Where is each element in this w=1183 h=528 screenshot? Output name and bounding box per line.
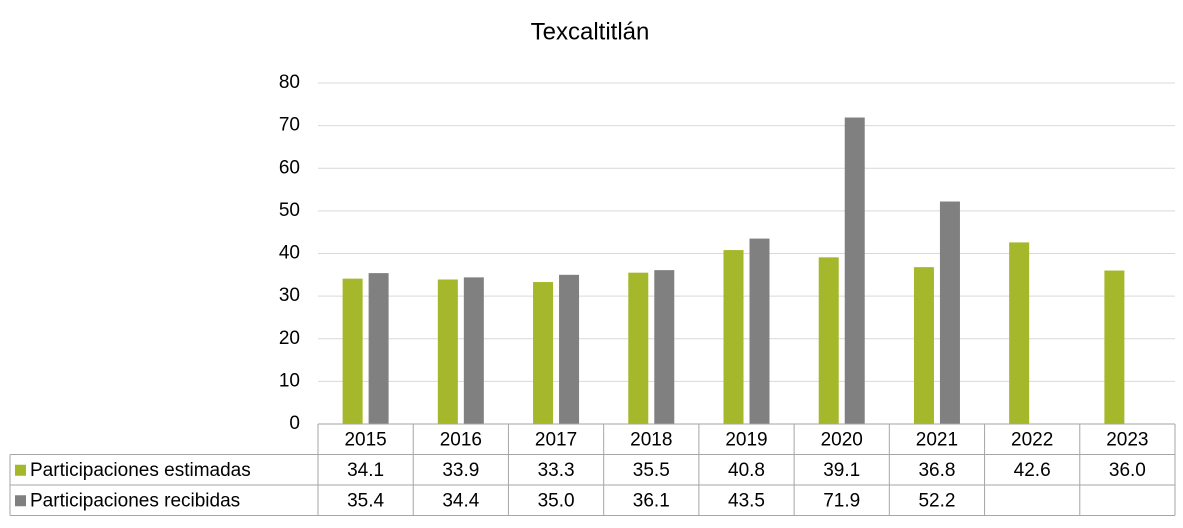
bar	[939, 201, 960, 424]
x-tick-label: 2021	[916, 429, 958, 450]
y-tick-label: 20	[279, 328, 300, 349]
bar	[342, 278, 363, 424]
legend-swatch	[15, 464, 26, 476]
data-table-value: 71.9	[823, 490, 860, 511]
chart-title: Texcaltitlán	[531, 18, 650, 45]
data-table-value: 34.4	[442, 490, 479, 511]
x-tick-label: 2016	[440, 429, 482, 450]
y-tick-label: 70	[279, 115, 300, 136]
data-table-value: 34.1	[347, 460, 384, 481]
bar	[1104, 270, 1125, 424]
bar	[368, 273, 389, 424]
data-table-value: 33.9	[442, 460, 479, 481]
bar	[913, 267, 934, 424]
y-tick-label: 60	[279, 157, 300, 178]
data-table-value: 35.0	[538, 490, 575, 511]
y-tick-label: 0	[289, 413, 300, 434]
x-tick-label: 2017	[535, 429, 577, 450]
legend-label: Participaciones recibidas	[30, 490, 240, 511]
bar	[844, 117, 865, 425]
y-tick-label: 30	[279, 285, 300, 306]
data-table-value: 36.8	[918, 460, 955, 481]
x-tick-label: 2020	[821, 429, 863, 450]
data-table-value: 40.8	[728, 460, 765, 481]
y-tick-label: 50	[279, 200, 300, 221]
data-table-value: 35.5	[633, 460, 670, 481]
bar	[628, 272, 649, 424]
legend-label: Participaciones estimadas	[30, 460, 251, 481]
bar	[1009, 242, 1030, 424]
data-table-value: 36.0	[1109, 460, 1146, 481]
y-tick-label: 40	[279, 243, 300, 264]
legend-swatch	[15, 495, 26, 507]
bar	[533, 282, 554, 424]
data-table-value: 42.6	[1014, 460, 1051, 481]
data-table-value: 36.1	[633, 490, 670, 511]
y-tick-label: 80	[279, 72, 300, 93]
bar	[723, 250, 744, 424]
data-table-value: 52.2	[918, 490, 955, 511]
bar	[463, 277, 484, 424]
bar	[818, 257, 839, 424]
x-tick-label: 2018	[630, 429, 672, 450]
data-table-value: 39.1	[823, 460, 860, 481]
y-tick-label: 10	[279, 370, 300, 391]
bar	[749, 238, 770, 424]
bar	[437, 279, 458, 424]
data-table-value: 33.3	[538, 460, 575, 481]
x-tick-label: 2022	[1011, 429, 1053, 450]
bar	[559, 274, 580, 424]
x-tick-label: 2015	[344, 429, 386, 450]
data-table-value: 35.4	[347, 490, 384, 511]
data-table-value: 43.5	[728, 490, 765, 511]
x-tick-label: 2023	[1106, 429, 1148, 450]
bar	[654, 270, 675, 424]
x-tick-label: 2019	[725, 429, 767, 450]
